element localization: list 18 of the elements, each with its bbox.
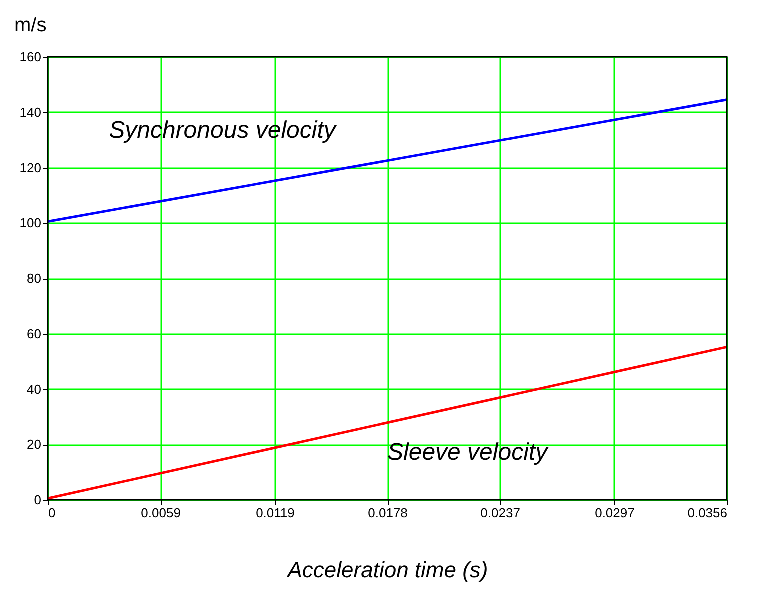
x-tick-label: 0.0237 bbox=[480, 506, 520, 520]
x-tick-label: 0.0178 bbox=[368, 506, 408, 520]
y-tick-label: 60 bbox=[27, 326, 42, 342]
y-axis-title: m/s bbox=[14, 14, 47, 36]
x-tick-label: 0.0356 bbox=[688, 506, 728, 520]
y-tick-label: 40 bbox=[27, 382, 42, 397]
y-tick-label: 140 bbox=[20, 104, 42, 120]
y-tick-label: 120 bbox=[20, 160, 42, 176]
x-tick-label: 0.0297 bbox=[595, 506, 635, 520]
x-axis-title: Acceleration time (s) bbox=[286, 558, 488, 582]
x-tick-label: 0 bbox=[48, 506, 56, 520]
y-tick-label: 20 bbox=[27, 437, 42, 452]
y-tick-label: 80 bbox=[27, 271, 42, 286]
y-tick-label: 100 bbox=[20, 216, 42, 231]
x-tick-label: 0.0059 bbox=[141, 506, 181, 520]
x-tick-label: 0.0119 bbox=[256, 506, 295, 520]
y-tick-label: 160 bbox=[20, 50, 42, 64]
y-tick-label: 0 bbox=[34, 492, 42, 508]
